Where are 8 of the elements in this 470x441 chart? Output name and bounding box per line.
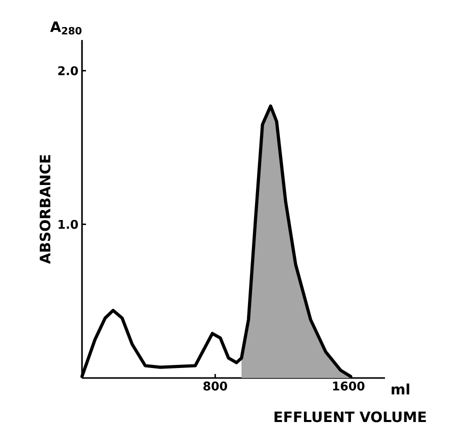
x-tick-label: 1600 <box>333 382 364 391</box>
x-axis-title: EFFLUENT VOLUME <box>274 411 426 422</box>
x-tick-label: 800 <box>203 382 228 391</box>
y-tick-label: 1.0 <box>58 220 78 229</box>
text: A$_{280}$ <box>50 21 82 34</box>
y-axis-title: ABSORBANCE <box>40 155 50 264</box>
y-tick-label: 2.0 <box>58 66 78 76</box>
text: ml <box>392 384 410 394</box>
